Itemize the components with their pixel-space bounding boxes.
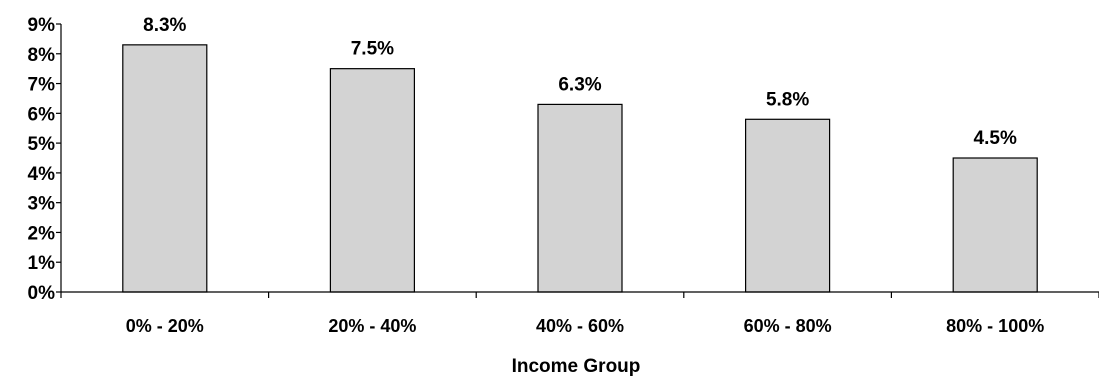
y-tick-label: 0% <box>28 283 56 304</box>
bar <box>537 103 623 293</box>
data-label: 4.5% <box>974 128 1017 149</box>
x-axis-title: Income Group <box>512 356 641 377</box>
category-label: 80% - 100% <box>946 316 1044 336</box>
data-label: 8.3% <box>143 15 186 36</box>
y-tick-label: 7% <box>28 75 56 96</box>
y-tick-label: 1% <box>28 253 56 274</box>
category-label: 0% - 20% <box>126 316 204 336</box>
y-tick-label: 8% <box>28 45 56 66</box>
data-label: 7.5% <box>351 39 394 60</box>
y-tick-label: 2% <box>28 223 56 244</box>
y-tick-label: 4% <box>28 164 56 185</box>
data-label: 5.8% <box>766 89 809 110</box>
y-tick-label: 5% <box>28 134 56 155</box>
data-label: 6.3% <box>558 74 601 95</box>
y-tick-label: 6% <box>28 104 56 125</box>
bar <box>329 68 415 293</box>
bar <box>122 44 208 293</box>
category-label: 40% - 60% <box>536 316 624 336</box>
category-labels: 0% - 20% 20% - 40% 40% - 60% 60% - 80% 80% -… <box>126 316 1044 336</box>
y-tick-label: 3% <box>28 194 56 215</box>
x-axis-ticks <box>60 292 1099 298</box>
data-labels: 8.3% 7.5% 6.3% 5.8% 4.5% <box>143 15 1017 149</box>
category-label: 20% - 40% <box>328 316 416 336</box>
y-tick-label: 9% <box>28 15 56 36</box>
bar <box>744 118 831 293</box>
category-label: 60% - 80% <box>744 316 832 336</box>
y-axis-ticks: 0% 1% 2% 3% 4% 5% 6% 7% 8% 9% <box>28 15 61 304</box>
bar <box>952 157 1038 293</box>
